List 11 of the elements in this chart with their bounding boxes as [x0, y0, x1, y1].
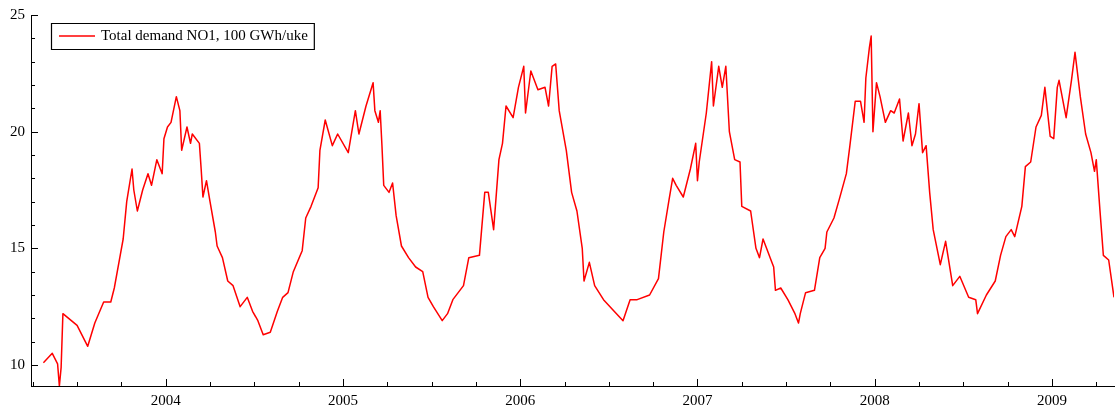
x-tick-label: 2004: [150, 391, 182, 408]
x-tick-label: 2006: [505, 391, 536, 408]
x-tick-label: 2009: [1036, 391, 1067, 408]
y-tick-label: 15: [10, 239, 25, 256]
y-tick-label: 25: [10, 5, 25, 22]
y-tick-label: 10: [10, 355, 25, 372]
x-tick-label: 2005: [327, 391, 358, 408]
x-tick-label: 2008: [859, 391, 890, 408]
x-tick-label: 2007: [682, 391, 713, 408]
y-tick-label: 20: [10, 122, 25, 139]
legend-label: Total demand NO1, 100 GWh/uke: [101, 26, 309, 43]
